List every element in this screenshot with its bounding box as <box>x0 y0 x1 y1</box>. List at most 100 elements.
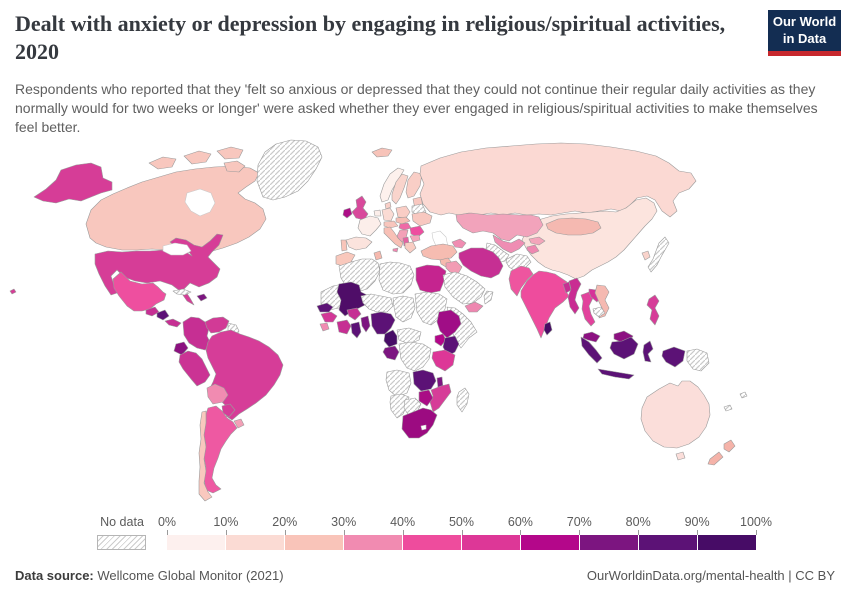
region-vietnam[interactable] <box>594 284 610 319</box>
region-myanmar[interactable] <box>567 277 582 315</box>
region-new-caledonia[interactable] <box>723 404 733 412</box>
legend-bin-80%-90%[interactable] <box>639 535 698 550</box>
region-iceland[interactable] <box>371 147 393 158</box>
region-uruguay[interactable] <box>233 418 245 429</box>
region-angola[interactable] <box>385 369 412 398</box>
region-alaska[interactable] <box>33 162 113 204</box>
region-czech-slovakia[interactable] <box>395 216 411 225</box>
region-finland[interactable] <box>405 171 423 199</box>
region-uzbekistan[interactable] <box>492 234 526 254</box>
region-south-africa[interactable] <box>401 407 438 439</box>
region-romania[interactable] <box>409 225 425 238</box>
region-zambia[interactable] <box>412 369 437 392</box>
region-peru[interactable] <box>178 350 211 387</box>
region-tasmania[interactable] <box>675 451 686 461</box>
region-dominican-republic[interactable] <box>196 293 208 302</box>
region-sierra-leone[interactable] <box>319 322 330 332</box>
region-venezuela[interactable] <box>204 316 230 334</box>
region-iran[interactable] <box>458 247 504 279</box>
legend-nodata-swatch[interactable] <box>97 535 146 550</box>
region-italy[interactable] <box>383 226 404 249</box>
legend-bin-60%-70%[interactable] <box>521 535 580 550</box>
legend-bin-10%-20%[interactable] <box>226 535 285 550</box>
region-australia[interactable] <box>640 380 711 449</box>
region-saudi-arabia[interactable] <box>442 271 486 305</box>
region-gabon-congo[interactable] <box>382 345 400 361</box>
region-kazakhstan[interactable] <box>455 212 544 242</box>
region-oman[interactable] <box>483 290 494 305</box>
region-indonesia-java[interactable] <box>597 368 635 380</box>
region-guatemala[interactable] <box>145 306 160 317</box>
region-ukraine[interactable] <box>411 211 433 227</box>
region-canada[interactable] <box>85 165 267 254</box>
region-chile[interactable] <box>198 410 213 502</box>
legend-bin-0%-10%[interactable] <box>167 535 226 550</box>
region-bolivia[interactable] <box>206 383 229 405</box>
legend-bin-20%-30%[interactable] <box>285 535 344 550</box>
region-indonesia-papua[interactable] <box>661 346 686 368</box>
region-guinea[interactable] <box>320 311 338 323</box>
region-denmark[interactable] <box>384 201 392 210</box>
region-tanzania[interactable] <box>431 349 456 372</box>
region-chad[interactable] <box>392 295 416 323</box>
region-india[interactable] <box>520 270 570 339</box>
region-fiji[interactable] <box>739 391 748 399</box>
region-germany[interactable] <box>381 207 395 222</box>
legend-bin-40%-50%[interactable] <box>403 535 462 550</box>
region-papua-new-guinea[interactable] <box>686 348 710 372</box>
region-portugal[interactable] <box>340 239 348 252</box>
legend-bin-50%-60%[interactable] <box>462 535 521 550</box>
region-brazil[interactable] <box>205 329 284 421</box>
attribution-link[interactable]: OurWorldinData.org/mental-health | CC BY <box>586 568 835 583</box>
region-tajikistan[interactable] <box>526 244 540 255</box>
legend-bin-90%-100%[interactable] <box>698 535 756 550</box>
region-china[interactable] <box>521 197 658 280</box>
region-canadian-arctic-3[interactable] <box>216 146 244 160</box>
region-costa-rica-panama[interactable] <box>164 318 182 328</box>
region-indonesia-borneo[interactable] <box>609 336 639 360</box>
region-togo-benin[interactable] <box>360 315 371 333</box>
region-canadian-arctic-2[interactable] <box>183 150 212 165</box>
region-mexico[interactable] <box>112 271 167 312</box>
region-dr-congo[interactable] <box>398 341 432 372</box>
legend-bin-70%-80%[interactable] <box>580 535 639 550</box>
region-uk[interactable] <box>351 195 369 221</box>
region-uganda[interactable] <box>434 333 447 347</box>
region-senegal[interactable] <box>316 302 334 313</box>
region-burkina-faso[interactable] <box>346 307 362 321</box>
region-spain[interactable] <box>345 236 373 251</box>
region-cuba[interactable] <box>172 288 192 296</box>
region-sicily[interactable] <box>392 247 399 253</box>
legend-bin-30%-40%[interactable] <box>344 535 403 550</box>
region-new-zealand-south[interactable] <box>707 451 724 466</box>
region-sweden[interactable] <box>391 173 409 205</box>
region-caucasus[interactable] <box>451 238 467 249</box>
region-mali[interactable] <box>336 281 370 317</box>
region-namibia[interactable] <box>389 393 410 419</box>
region-hawaii[interactable] <box>9 288 17 295</box>
region-south-korea[interactable] <box>641 250 651 261</box>
region-new-zealand-north[interactable] <box>723 439 736 453</box>
region-sri-lanka[interactable] <box>543 321 553 336</box>
region-indonesia-sumatra[interactable] <box>580 336 603 364</box>
region-canadian-arctic-4[interactable] <box>223 160 246 173</box>
region-yemen[interactable] <box>464 301 484 313</box>
region-pakistan[interactable] <box>508 265 534 297</box>
region-japan[interactable] <box>647 236 670 273</box>
region-egypt[interactable] <box>415 264 447 294</box>
region-ghana[interactable] <box>350 321 362 339</box>
region-philippines[interactable] <box>646 294 660 326</box>
region-niger[interactable] <box>360 293 394 313</box>
region-libya[interactable] <box>378 261 415 295</box>
region-indonesia-sulawesi[interactable] <box>642 340 654 363</box>
region-madagascar[interactable] <box>456 387 470 413</box>
region-central-african-republic[interactable] <box>396 327 422 345</box>
region-france[interactable] <box>357 215 382 237</box>
region-kyrgyzstan[interactable] <box>528 236 546 246</box>
region-turkey[interactable] <box>420 243 458 261</box>
region-tunisia[interactable] <box>373 250 383 261</box>
region-ireland[interactable] <box>342 207 353 219</box>
region-canadian-arctic-1[interactable] <box>148 156 177 170</box>
region-nigeria[interactable] <box>370 311 396 335</box>
region-cambodia[interactable] <box>592 306 606 318</box>
